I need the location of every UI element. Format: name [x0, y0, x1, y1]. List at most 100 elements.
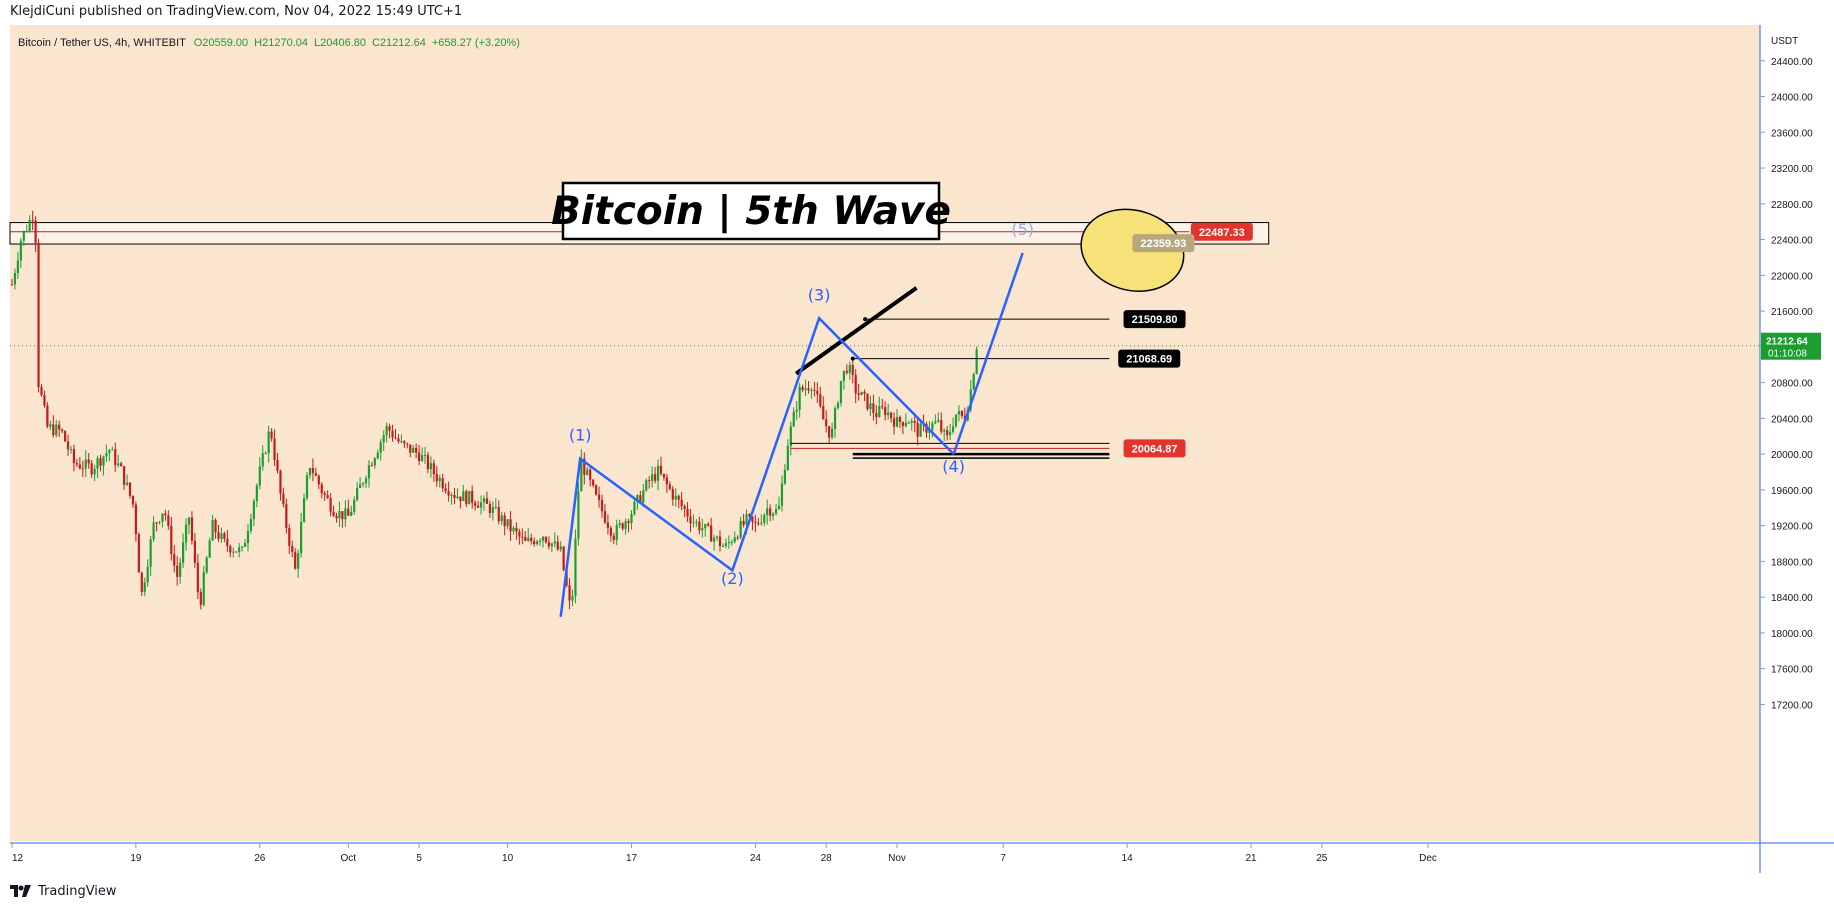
elliott-waves: (1) (2) (3) (4) (5)	[559, 220, 1034, 617]
candle-body	[223, 533, 226, 539]
candle-body	[149, 539, 152, 567]
candle-body	[432, 463, 435, 474]
candle-body	[745, 514, 748, 525]
candle-body	[662, 473, 666, 478]
candle-body	[556, 541, 559, 550]
candle-body	[285, 504, 288, 528]
y-tick-label: 24400.00	[1771, 57, 1813, 68]
candle-body	[668, 484, 671, 489]
candle-body	[772, 513, 775, 516]
candle-body	[477, 505, 480, 508]
candle-body	[615, 525, 618, 541]
candle-body	[338, 511, 341, 519]
y-tick-label: 17200.00	[1771, 700, 1813, 711]
candle-body	[518, 531, 521, 537]
currency-label: USDT	[1771, 36, 1798, 47]
candle-body	[674, 495, 677, 500]
candle-body	[87, 459, 90, 464]
candle-body	[786, 446, 789, 470]
candle-body	[314, 473, 317, 476]
candle-body	[167, 515, 170, 526]
time-axis-background	[10, 843, 1760, 873]
candle-body	[833, 408, 837, 429]
price-label-box	[1123, 439, 1186, 458]
candle-body	[937, 420, 940, 422]
candle-body	[128, 482, 132, 496]
candle-body	[75, 463, 78, 465]
candle-body	[311, 468, 314, 474]
candle-body	[72, 449, 76, 464]
candle-body	[246, 530, 250, 544]
y-tick-label: 18000.00	[1771, 629, 1813, 640]
y-tick-label: 24000.00	[1771, 93, 1813, 104]
candle-body	[878, 406, 881, 418]
candle-body	[547, 542, 550, 547]
candle-body	[282, 493, 285, 505]
candle-body	[757, 523, 760, 525]
candle-body	[441, 478, 444, 489]
candle-body	[140, 572, 143, 592]
candle-body	[394, 437, 397, 439]
candle-body	[170, 525, 173, 555]
candle-body	[184, 524, 188, 543]
candle-body	[364, 478, 368, 484]
candle-body	[875, 413, 878, 418]
candle-body	[822, 406, 825, 420]
candle-body	[698, 521, 701, 531]
x-tick-label: 28	[821, 853, 833, 864]
candle-body	[28, 220, 31, 231]
publisher-line: KlejdiCuni published on TradingView.com,…	[10, 4, 463, 19]
candle-body	[940, 420, 943, 432]
candle-body	[46, 405, 49, 427]
candle-body	[474, 502, 477, 506]
candle-body	[954, 414, 958, 427]
candle-body	[447, 491, 450, 496]
x-tick-label: 7	[1000, 853, 1006, 864]
candle-body	[766, 508, 769, 516]
candle-body	[580, 458, 583, 492]
candle-body	[152, 522, 155, 540]
candle-body	[665, 477, 668, 485]
time-axis[interactable]: 12 19 26 Oct 5 10 17 24 28 Nov 7 14 21 25 Dec	[11, 843, 1437, 864]
candle-body	[308, 468, 312, 476]
candle-body	[84, 459, 87, 469]
candle-body	[264, 453, 267, 455]
candle-body	[344, 508, 347, 520]
candle-body	[199, 592, 202, 605]
price-axis[interactable]: 24400.00 24000.00 23600.00 23200.00 22800.00…	[1760, 57, 1821, 712]
candle-body	[686, 509, 689, 517]
candle-body	[704, 523, 707, 529]
candle-body	[294, 551, 297, 569]
candle-body	[252, 501, 255, 519]
candle-body	[323, 493, 326, 496]
candle-body	[597, 494, 601, 500]
y-tick-label: 17600.00	[1771, 665, 1813, 676]
candle-body	[423, 454, 427, 456]
candle-body	[412, 447, 415, 453]
y-tick-label: 18800.00	[1771, 557, 1813, 568]
candle-body	[609, 527, 612, 536]
candle-body	[426, 454, 430, 470]
candle-body	[31, 220, 34, 222]
candle-body	[869, 403, 872, 410]
candle-body	[648, 480, 651, 482]
y-tick-label: 23200.00	[1771, 164, 1813, 175]
candle-body	[536, 541, 539, 545]
candle-body	[108, 450, 111, 454]
candle-body	[792, 411, 795, 427]
candle-body	[603, 511, 607, 523]
candle-body	[586, 469, 589, 475]
candle-body	[235, 551, 238, 553]
candle-body	[305, 475, 309, 499]
candle-body	[804, 388, 807, 390]
candle-body	[459, 496, 462, 502]
candle-body	[90, 463, 93, 475]
candle-body	[562, 546, 565, 571]
candle-body	[359, 484, 362, 488]
candle-body	[931, 423, 934, 430]
ohlc-open: O20559.00	[194, 37, 248, 49]
price-label-text: 22359.93	[1140, 238, 1186, 250]
candle-body	[957, 410, 961, 415]
candle-body	[813, 389, 816, 391]
